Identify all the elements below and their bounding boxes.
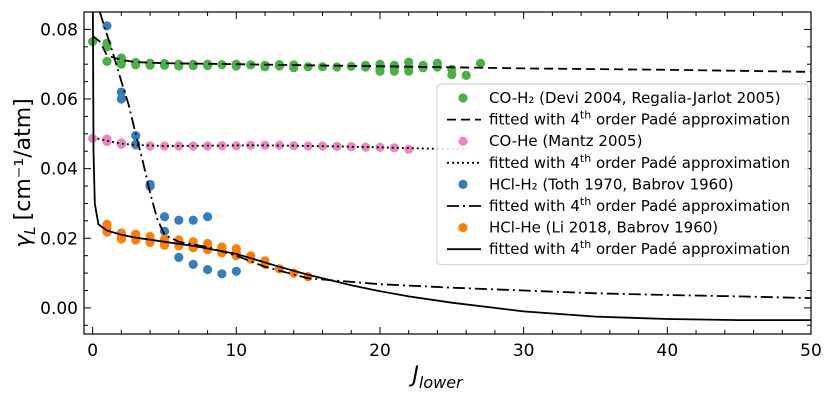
data-point [447, 70, 457, 80]
legend-label: CO-H₂ (Devi 2004, Regalia-Jarlot 2005) [489, 89, 781, 107]
legend-box [436, 83, 809, 266]
series-2 [88, 133, 414, 154]
legend-entry: fitted with 4th order Padé approximation [447, 195, 790, 215]
data-point [174, 215, 184, 225]
series-0 [88, 37, 486, 80]
data-point [203, 61, 213, 71]
data-point [389, 66, 399, 76]
data-point [145, 141, 155, 151]
legend-label: fitted with 4th order Padé approximation [489, 238, 790, 258]
legend-label: HCl-H₂ (Toth 1970, Babrov 1960) [489, 175, 734, 193]
y-tick-label: 0.08 [40, 20, 78, 40]
data-point [231, 61, 241, 71]
data-point [116, 139, 126, 149]
data-point [231, 266, 241, 276]
data-point [346, 142, 356, 152]
data-point [116, 87, 126, 97]
fit-line-7 [92, 12, 811, 321]
data-point [159, 212, 170, 222]
data-point [475, 58, 486, 68]
data-point [404, 66, 414, 76]
x-axis-title-main: J [408, 363, 419, 388]
legend-marker [458, 136, 468, 146]
data-point [375, 66, 385, 76]
data-point [461, 70, 471, 80]
legend-entry: fitted with 4th order Padé approximation [447, 238, 790, 258]
data-point [131, 60, 141, 70]
legend-entry: fitted with 4th order Padé approximation [447, 152, 790, 172]
fit-line-3 [92, 136, 467, 151]
legend-label: fitted with 4th order Padé approximation [489, 195, 790, 215]
x-axis-title: Jlower [408, 363, 464, 392]
data-point [116, 94, 126, 104]
legend-entry: fitted with 4th order Padé approximation [447, 109, 790, 129]
data-point [274, 61, 284, 71]
data-point [246, 140, 256, 150]
data-point [188, 215, 198, 225]
x-axis-title-sub: lower [419, 373, 464, 392]
data-point [303, 62, 313, 72]
data-point [361, 142, 371, 152]
legend-marker [458, 179, 468, 189]
plot-content [88, 12, 811, 321]
x-tick-label: 20 [369, 341, 391, 361]
data-point [203, 212, 213, 222]
legend-entry: CO-He (Mantz 2005) [458, 132, 642, 150]
data-point [404, 144, 414, 154]
data-point [260, 62, 270, 72]
x-tick-label: 0 [87, 341, 98, 361]
data-point [274, 140, 284, 150]
data-point [389, 143, 399, 153]
data-point [317, 62, 328, 72]
data-point [188, 61, 198, 71]
data-point [102, 136, 112, 147]
y-axis-title-units: [cm⁻¹/atm] [11, 98, 36, 220]
data-point [116, 59, 126, 69]
data-point [260, 140, 270, 150]
data-point [188, 259, 198, 269]
y-axis-title-symbol: γ [11, 234, 36, 248]
data-point [203, 265, 213, 275]
legend-marker [458, 223, 468, 233]
plot-frame [83, 11, 812, 335]
data-point [332, 62, 342, 72]
x-tick-label: 10 [225, 341, 247, 361]
data-point [174, 252, 184, 262]
data-point [217, 269, 227, 279]
data-point [131, 131, 141, 141]
legend-label: HCl-He (Li 2018, Babrov 1960) [489, 219, 718, 237]
legend-entry: HCl-He (Li 2018, Babrov 1960) [458, 219, 718, 237]
data-point [102, 56, 112, 66]
data-point [231, 141, 241, 151]
y-tick-label: 0.02 [40, 229, 78, 249]
y-tick-label: 0.04 [40, 160, 78, 180]
x-tick-label: 30 [513, 341, 535, 361]
data-point [217, 60, 227, 70]
legend: CO-H₂ (Devi 2004, Regalia-Jarlot 2005) fi… [436, 83, 809, 266]
axis-tick-labels: 0 10 20 30 40 50 0.00 0.02 0.04 0.06 0.08 [40, 20, 822, 361]
y-tick-label: 0.06 [40, 90, 78, 110]
legend-label: fitted with 4th order Padé approximation [489, 152, 790, 172]
legend-label: CO-He (Mantz 2005) [489, 132, 642, 150]
legend-entry: HCl-H₂ (Toth 1970, Babrov 1960) [458, 175, 734, 193]
y-tick-label: 0.00 [40, 299, 78, 319]
x-tick-label: 50 [800, 341, 822, 361]
y-axis-title-sub: L [21, 226, 39, 234]
y-axis-title: γL [cm⁻¹/atm] [11, 98, 39, 247]
legend-label: fitted with 4th order Padé approximation [489, 109, 790, 129]
x-tick-label: 40 [657, 341, 679, 361]
fit-line-1 [92, 35, 811, 73]
data-point [116, 234, 126, 244]
data-point [159, 141, 170, 151]
legend-entry: CO-H₂ (Devi 2004, Regalia-Jarlot 2005) [458, 89, 781, 107]
data-point [159, 60, 170, 70]
data-point [375, 142, 385, 152]
legend-marker [458, 93, 468, 103]
